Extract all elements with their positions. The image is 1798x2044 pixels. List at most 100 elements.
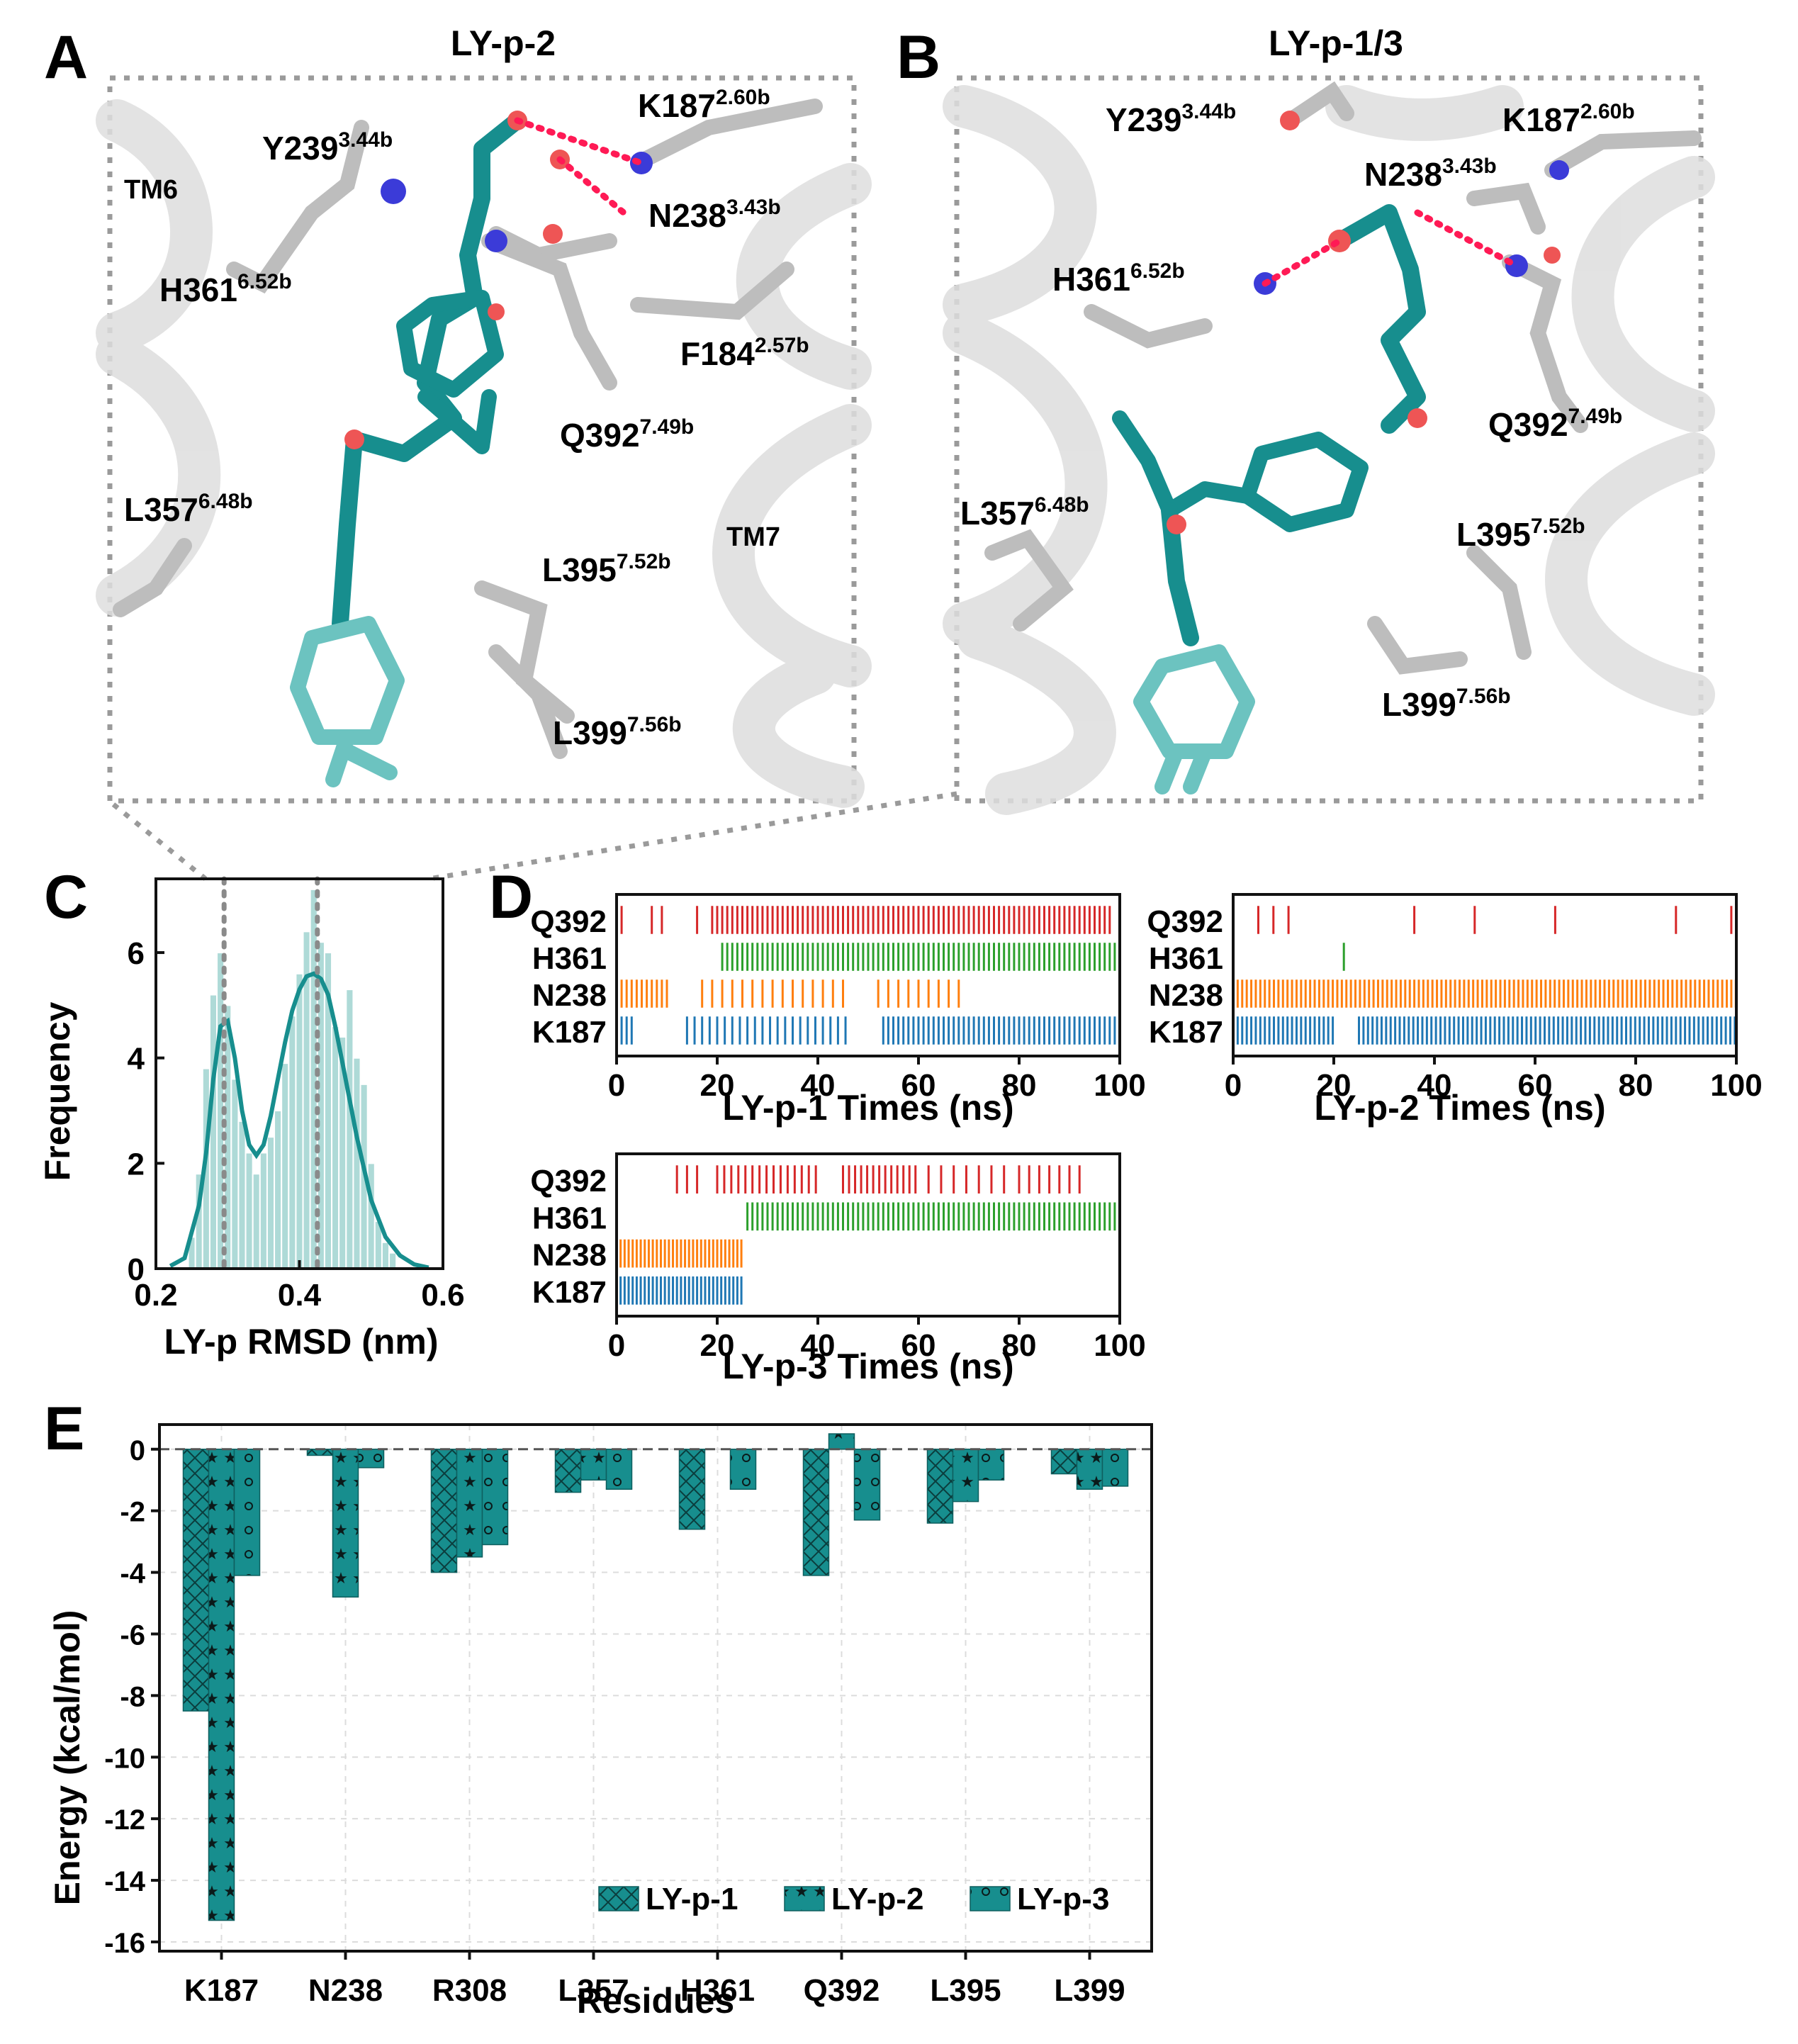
hbond-b-2 <box>1414 209 1520 269</box>
energy-bar <box>208 1449 235 1921</box>
y-tick-label: -6 <box>120 1619 145 1651</box>
x-tick-label: 40 <box>801 1328 836 1363</box>
histogram-bar <box>266 1136 276 1270</box>
x-tick-label: L357 <box>558 1973 629 2008</box>
x-tick-label: 0 <box>608 1328 625 1363</box>
raster-ly-p-1-xlabel: LY-p-1 Times (ns) <box>722 1088 1013 1128</box>
energy-bar <box>1076 1449 1103 1490</box>
y-tick-label: -8 <box>120 1681 145 1712</box>
label-b-h361: H3616.52b <box>1052 259 1185 298</box>
x-tick-label: 20 <box>1317 1068 1352 1103</box>
energy-bar <box>233 1449 261 1576</box>
y-tick-label: 4 <box>128 1042 145 1077</box>
ligand-a <box>290 112 526 787</box>
raster-row-label: K187 <box>1149 1015 1223 1050</box>
x-tick-label: 60 <box>901 1328 936 1363</box>
histogram-bar <box>237 1120 247 1269</box>
raster-row-label: Q392 <box>530 1164 607 1198</box>
panel-c-xlabel: LY-p RMSD (nm) <box>164 1322 438 1361</box>
y-tick-label: 6 <box>128 936 145 971</box>
energy-bar <box>580 1449 607 1481</box>
panel-e-ylabel: Energy (kcal/mol) <box>47 1610 87 1906</box>
energy-bar <box>729 1449 757 1490</box>
zoom-connector-b <box>428 791 957 882</box>
x-tick-label: 60 <box>1518 1068 1553 1103</box>
energy-bar <box>977 1449 1005 1481</box>
label-b-l357: L3576.48b <box>960 493 1089 532</box>
y-tick-label: -14 <box>104 1866 146 1897</box>
x-tick-label: 80 <box>1002 1068 1037 1103</box>
panel-c-letter: C <box>44 863 88 931</box>
residue-labels-a: Y2393.44b K1872.60b TM6 N2383.43b H3616.… <box>124 86 809 751</box>
label-b-y239: Y2393.44b <box>1106 100 1236 138</box>
raster-row-label: N238 <box>1149 978 1223 1013</box>
x-tick-label: 40 <box>801 1068 836 1103</box>
x-tick-label: 40 <box>1417 1068 1452 1103</box>
raster-frame <box>615 893 1121 1057</box>
raster-row-label: K187 <box>532 1275 607 1310</box>
label-b-l395: L3957.52b <box>1456 515 1585 553</box>
panel-b: B LY-p-1/3 <box>897 23 1715 815</box>
histogram-bar <box>288 1015 297 1270</box>
x-tick-label: 20 <box>700 1068 735 1103</box>
label-b-n238: N2383.43b <box>1364 155 1497 193</box>
histogram-bar <box>208 994 218 1270</box>
energy-bar <box>1101 1449 1129 1487</box>
histogram-bar <box>366 1162 376 1269</box>
x-tick-label: 0.4 <box>278 1278 322 1313</box>
energy-bar <box>828 1433 855 1450</box>
label-a-k187: K1872.60b <box>638 86 770 124</box>
legend-label: LY-p-3 <box>1017 1882 1109 1916</box>
residue-sticks-b <box>984 81 1702 675</box>
legend-swatch <box>784 1886 825 1911</box>
raster-row-label: N238 <box>532 978 607 1013</box>
raster-ly-p-3-xlabel: LY-p-3 Times (ns) <box>722 1347 1013 1386</box>
histogram-bar <box>274 1110 283 1269</box>
hbond-a-2 <box>556 156 627 216</box>
x-tick-label: 60 <box>901 1068 936 1103</box>
x-tick-label: Q392 <box>804 1973 880 2008</box>
label-a-l399: L3997.56b <box>553 713 682 751</box>
histogram-bar <box>345 989 354 1269</box>
energy-bar <box>1050 1449 1078 1475</box>
y-tick-label: -16 <box>104 1928 145 1959</box>
histogram-bar <box>230 1078 240 1269</box>
energy-bar <box>678 1449 706 1530</box>
energy-bar <box>554 1449 582 1493</box>
energy-bar <box>853 1449 881 1521</box>
x-tick-label: 0 <box>1225 1068 1242 1103</box>
panel-e-xlabel: Residues <box>577 1981 734 2021</box>
raster-row-label: H361 <box>532 1201 607 1235</box>
histogram-bar <box>331 1026 340 1270</box>
y-tick-label: -4 <box>120 1559 145 1590</box>
panel-b-title: LY-p-1/3 <box>1269 23 1403 63</box>
x-tick-label: 100 <box>1094 1328 1145 1363</box>
residue-labels-b: Y2393.44b K1872.60b N2383.43b H3616.52b … <box>960 100 1635 723</box>
x-tick-label: R308 <box>432 1973 507 2008</box>
raster-frame <box>1232 893 1738 1057</box>
raster-frame <box>615 1152 1121 1318</box>
label-a-tm7: TM7 <box>726 522 780 552</box>
histogram-bar <box>381 1241 390 1270</box>
label-a-l395: L3957.52b <box>542 550 671 588</box>
raster-row-label: Q392 <box>1147 904 1223 939</box>
energy-bar <box>332 1449 359 1598</box>
protein-helices-a <box>96 99 872 808</box>
x-tick-label: 0.2 <box>134 1278 177 1313</box>
panel-e-letter: E <box>44 1395 84 1463</box>
x-tick-label: N238 <box>308 1973 383 2008</box>
energy-bar <box>430 1449 458 1573</box>
x-tick-label: 100 <box>1710 1068 1762 1103</box>
label-a-q392: Q3927.49b <box>560 415 694 454</box>
raster-row-label: N238 <box>532 1238 607 1273</box>
energy-bar <box>357 1449 385 1469</box>
energy-bar <box>952 1449 979 1503</box>
x-tick-label: 0 <box>608 1068 625 1103</box>
panel-a-title: LY-p-2 <box>451 23 556 63</box>
panel-c-plot: 0.2 0.4 0.6 0 2 4 6 <box>128 876 465 1313</box>
label-a-l357: L3576.48b <box>124 490 253 528</box>
zoom-connector-a <box>111 802 208 881</box>
